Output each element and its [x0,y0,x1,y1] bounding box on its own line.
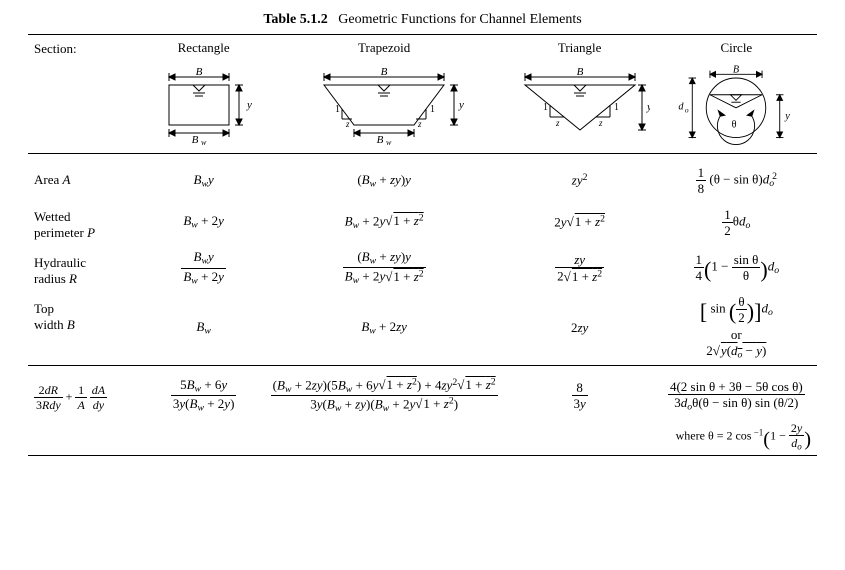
svg-text:B: B [733,65,740,75]
area-rect: Bwy [143,162,265,199]
svg-text:d: d [679,102,685,113]
svg-text:z: z [598,118,603,128]
svg-text:w: w [201,138,207,145]
row-wetted-label: Wetted perimeter P [28,199,143,245]
svg-label-B: B [195,66,202,78]
deriv-circ: 4(2 sin θ + 3θ − 5θ cos θ) 3doθ(θ − sin … [656,374,817,418]
svg-label-y: y [246,99,252,111]
caption-title: Geometric Functions for Channel Elements [338,12,581,27]
svg-text:B: B [381,66,388,78]
head-circle: Circle [656,35,817,62]
wetted-circ: 12θdo [656,199,817,245]
figure-trapezoid: B 1 z 1 z B w y [265,61,504,154]
head-triangle: Triangle [504,35,656,62]
row-area-label: Area A [28,162,143,199]
wetted-rect: Bw + 2y [143,199,265,245]
row-hyd-label: Hydraulic radius R [28,245,143,291]
svg-text:1: 1 [430,104,435,115]
wetted-trap: Bw + 2y1 + z2 [265,199,504,245]
figure-circle: B d o θ y [656,61,817,154]
figure-rectangle: B B w y [143,61,265,154]
hyd-rect: Bwy Bw + 2y [143,245,265,291]
area-tri: zy2 [504,162,656,199]
top-circ-or: or [662,327,811,343]
deriv-tri: 83y [504,374,656,418]
hyd-circ: 14(1 − sin θθ)do [656,245,817,291]
top-rect: Bw [143,291,265,365]
svg-text:1: 1 [543,102,548,113]
svg-text:1: 1 [614,102,619,113]
figure-triangle: B 1 z 1 z y [504,61,656,154]
head-trapezoid: Trapezoid [265,35,504,62]
svg-text:1: 1 [335,104,340,115]
area-trap: (Bw + zy)y [265,162,504,199]
svg-text:w: w [386,138,392,145]
top-circ: [ sin (θ2)]do or 2y(do − y) [656,291,817,365]
svg-text:y: y [785,111,791,122]
svg-text:B: B [576,66,583,78]
where-theta: where θ = 2 cos −1(1 − 2ydo) [656,418,817,456]
svg-text:θ: θ [732,119,737,130]
caption-number: Table 5.1.2 [263,12,327,27]
svg-text:B: B [191,134,198,145]
svg-text:z: z [417,119,422,129]
wetted-tri: 2y1 + z2 [504,199,656,245]
deriv-rect: 5Bw + 6y 3y(Bw + 2y) [143,374,265,418]
top-trap: Bw + 2zy [265,291,504,365]
svg-text:y: y [646,101,650,113]
geometric-table: Section: Rectangle Trapezoid Triangle Ci… [28,34,817,464]
row-top-label: Top width B [28,291,143,365]
figrow-label [28,61,143,154]
area-circ: 18 (θ − sin θ)do2 [656,162,817,199]
hyd-trap: (Bw + zy)y Bw + 2y1 + z2 [265,245,504,291]
head-section: Section: [28,35,143,62]
table-caption: Table 5.1.2 Geometric Functions for Chan… [28,12,817,28]
svg-text:z: z [345,119,350,129]
svg-text:y: y [458,99,464,111]
top-tri: 2zy [504,291,656,365]
svg-text:z: z [555,118,560,128]
row-deriv-label: 2dR3Rdy + 1A dAdy [28,374,143,418]
svg-text:o: o [685,105,689,114]
hyd-tri: zy 21 + z2 [504,245,656,291]
svg-text:B: B [377,134,384,145]
head-rectangle: Rectangle [143,35,265,62]
deriv-trap: (Bw + 2zy)(5Bw + 6y1 + z2) + 4zy21 + z2 … [265,374,504,418]
